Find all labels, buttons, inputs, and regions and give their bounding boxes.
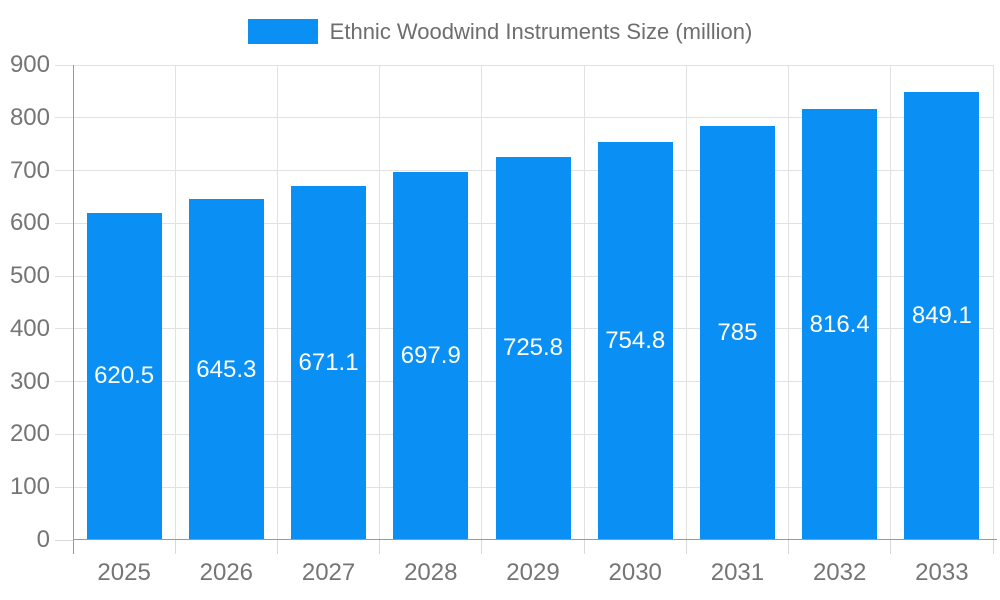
x-axis-label: 2031	[710, 559, 765, 586]
x-gridline	[379, 65, 381, 540]
x-gridline	[890, 65, 892, 540]
x-axis-tick	[276, 540, 278, 554]
x-axis-tick	[992, 540, 994, 554]
x-axis-label: 2030	[608, 559, 662, 586]
bar	[291, 185, 367, 540]
x-axis-label: 2033	[915, 559, 969, 586]
x-gridline	[583, 65, 585, 540]
legend: Ethnic Woodwind Instruments Size (millio…	[0, 19, 1000, 44]
bar	[188, 199, 264, 540]
x-axis-label: 2027	[301, 559, 356, 586]
bar	[393, 171, 469, 540]
x-gridline	[276, 65, 278, 540]
bar	[699, 125, 775, 540]
x-gridline	[992, 65, 994, 540]
bar	[86, 212, 162, 540]
y-axis-line	[73, 65, 74, 554]
x-axis-tick	[379, 540, 381, 554]
y-axis-label: 100	[9, 473, 50, 501]
bar	[802, 109, 878, 540]
y-axis-label: 700	[9, 156, 50, 184]
bar-value-label: 785	[717, 318, 758, 346]
y-axis-label: 500	[9, 262, 50, 290]
y-axis-label: 800	[9, 103, 50, 131]
legend-swatch[interactable]	[247, 19, 318, 44]
plot-area: 0 100 200 300 400 500 600 700 800 900 620.5 2025 645…	[10, 51, 997, 586]
y-axis-label: 0	[36, 526, 50, 553]
bar-value-label: 620.5	[94, 362, 155, 390]
y-axis-label: 900	[9, 51, 50, 78]
legend-label[interactable]: Ethnic Woodwind Instruments Size (millio…	[329, 19, 753, 44]
bar-value-label: 849.1	[911, 301, 972, 329]
bar	[495, 156, 571, 540]
y-gridline	[55, 64, 993, 66]
y-axis-label: 200	[9, 420, 50, 448]
x-axis-label: 2028	[404, 559, 458, 586]
x-gridline	[685, 65, 687, 540]
x-axis-label: 2026	[199, 559, 254, 586]
x-axis-label: 2032	[812, 559, 867, 586]
bar-value-label: 725.8	[502, 334, 564, 362]
x-gridline	[481, 65, 483, 540]
x-gridline	[788, 65, 790, 540]
x-axis-line	[73, 539, 997, 540]
x-axis-tick	[481, 540, 483, 554]
y-axis-label: 300	[9, 367, 50, 395]
bar	[597, 141, 673, 540]
x-axis-tick	[890, 540, 892, 554]
y-gridline	[55, 117, 993, 119]
x-axis-tick	[583, 540, 585, 554]
y-axis-label: 400	[9, 314, 50, 342]
y-axis-label: 600	[9, 209, 50, 237]
bar	[904, 91, 980, 540]
x-axis-label: 2025	[97, 559, 151, 586]
x-gridline	[174, 65, 176, 540]
bar-value-label: 754.8	[605, 326, 666, 354]
x-axis-tick	[174, 540, 176, 554]
x-axis-tick	[788, 540, 790, 554]
bar-value-label: 816.4	[809, 310, 870, 338]
bar-value-label: 645.3	[196, 355, 257, 383]
bar-value-label: 697.9	[400, 341, 461, 369]
bar-value-label: 671.1	[298, 348, 359, 376]
x-axis-tick	[685, 540, 687, 554]
y-axis-tick	[55, 539, 73, 541]
x-axis-label: 2029	[506, 559, 560, 586]
